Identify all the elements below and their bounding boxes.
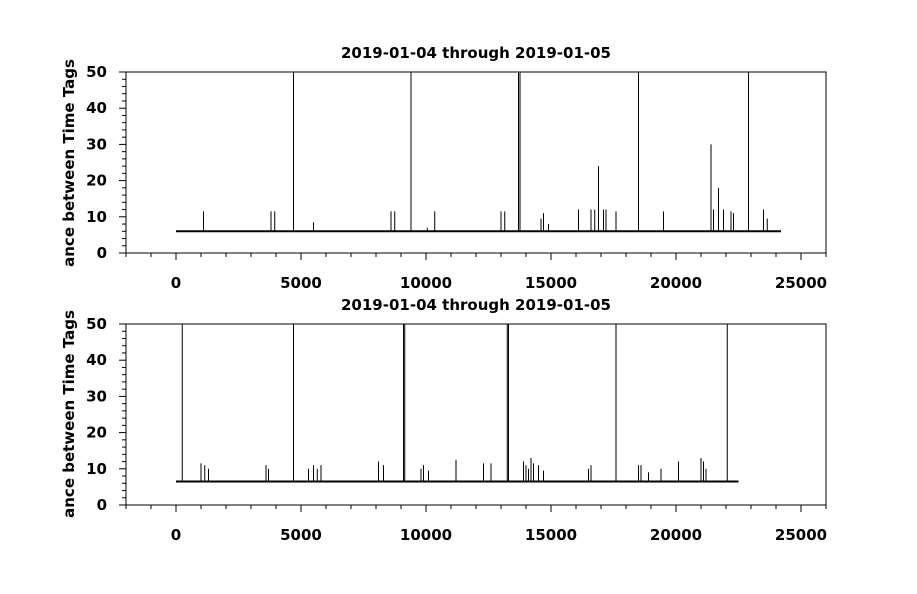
- y-tick-label-top: 0: [97, 244, 107, 262]
- x-tick-label-bottom: 10000: [400, 526, 452, 544]
- plot-frame-top: [125, 71, 827, 254]
- y-tick-label-top: 40: [86, 99, 107, 117]
- y-tick-label-bottom: 0: [97, 496, 107, 514]
- x-tick-label-top: 25000: [775, 274, 827, 292]
- y-axis-label-bottom: ance between Time Tags: [60, 310, 78, 518]
- x-tick-label-top: 5000: [280, 274, 322, 292]
- y-axis-label-top: ance between Time Tags: [60, 59, 78, 267]
- x-tick-label-bottom: 20000: [650, 526, 702, 544]
- plot-frame-bottom: [125, 323, 827, 506]
- x-tick-label-bottom: 5000: [280, 526, 322, 544]
- y-tick-label-bottom: 40: [86, 351, 107, 369]
- y-tick-label-top: 20: [86, 172, 107, 190]
- y-tick-label-bottom: 20: [86, 424, 107, 442]
- x-tick-label-top: 15000: [525, 274, 577, 292]
- x-tick-label-top: 10000: [400, 274, 452, 292]
- y-tick-label-bottom: 50: [86, 315, 107, 333]
- y-tick-label-top: 50: [86, 63, 107, 81]
- x-tick-label-bottom: 25000: [775, 526, 827, 544]
- chart-panel-top: 2019-01-04 through 2019-01-05 ance betwe…: [60, 44, 827, 292]
- y-tick-label-bottom: 10: [86, 460, 107, 478]
- chart-title-bottom: 2019-01-04 through 2019-01-05: [341, 296, 611, 314]
- x-tick-label-top: 20000: [650, 274, 702, 292]
- chart-panel-bottom: 2019-01-04 through 2019-01-05 ance betwe…: [60, 296, 827, 544]
- y-tick-label-top: 30: [86, 135, 107, 153]
- chart-title-top: 2019-01-04 through 2019-01-05: [341, 44, 611, 62]
- x-tick-label-bottom: 0: [171, 526, 181, 544]
- axes-top: 0 5000 10000 15000 20000 25000 0 10 20 30 40 50: [86, 63, 827, 292]
- axes-bottom: 0 5000 10000 15000 20000 25000 0 10 20 30 40 50: [86, 315, 827, 544]
- x-tick-label-top: 0: [171, 274, 181, 292]
- series-marks-bottom: [176, 324, 739, 483]
- series-marks-top: [176, 72, 781, 233]
- y-tick-label-bottom: 30: [86, 387, 107, 405]
- y-tick-label-top: 10: [86, 208, 107, 226]
- x-tick-label-bottom: 15000: [525, 526, 577, 544]
